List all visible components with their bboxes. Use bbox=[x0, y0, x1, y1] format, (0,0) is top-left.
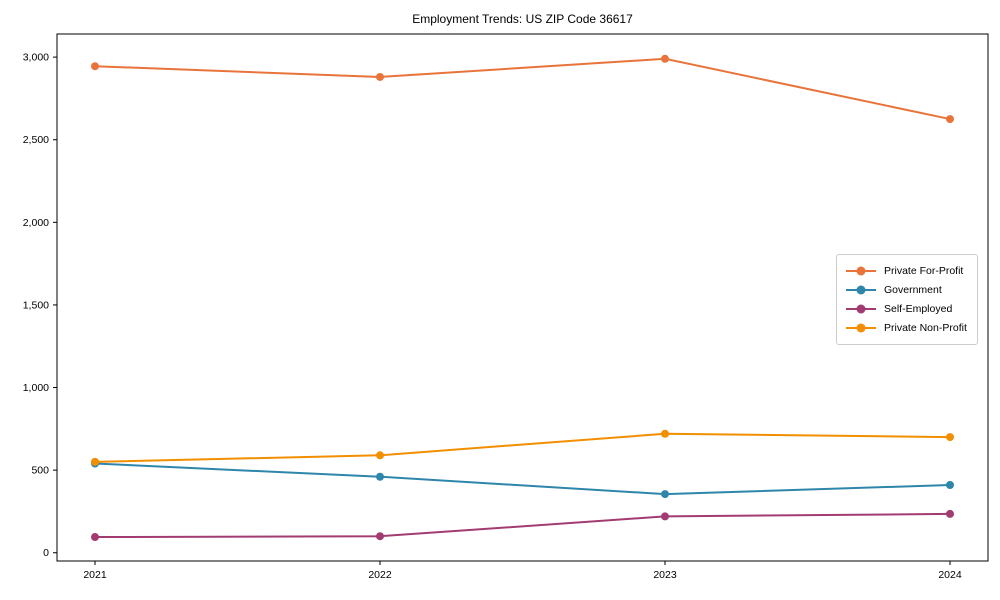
data-point-marker bbox=[376, 532, 384, 541]
legend-line-sample-icon bbox=[846, 285, 876, 295]
x-tick-label: 2022 bbox=[368, 569, 392, 581]
legend-label: Private Non-Profit bbox=[884, 322, 967, 335]
series-line bbox=[94, 57, 951, 121]
y-tick-label: 500 bbox=[31, 465, 49, 477]
chart-title: Employment Trends: US ZIP Code 36617 bbox=[412, 12, 633, 26]
y-tick-label: 3,000 bbox=[23, 52, 49, 64]
series-line bbox=[94, 512, 951, 539]
y-tick-label: 1,000 bbox=[23, 382, 49, 394]
y-tick-label: 0 bbox=[43, 547, 49, 559]
data-point-marker bbox=[661, 54, 669, 63]
y-tick-label: 2,500 bbox=[23, 134, 49, 146]
legend-item: Private Non-Profit bbox=[845, 319, 969, 337]
data-point-marker bbox=[946, 115, 954, 124]
legend-line-sample-icon bbox=[846, 266, 876, 276]
y-tick-label: 1,500 bbox=[23, 299, 49, 311]
plot-frame bbox=[56, 33, 989, 562]
data-point-marker bbox=[91, 62, 99, 71]
series-line bbox=[94, 432, 951, 463]
data-point-marker bbox=[661, 429, 669, 438]
legend-line-sample-icon bbox=[846, 323, 876, 333]
data-point-marker bbox=[376, 451, 384, 460]
legend-line-sample-icon bbox=[846, 304, 876, 314]
data-point-marker bbox=[91, 457, 99, 466]
legend: Private For-Profit Government Self-Employe… bbox=[836, 254, 978, 345]
x-tick-label: 2024 bbox=[938, 569, 962, 581]
series-line bbox=[94, 462, 951, 496]
data-point-marker bbox=[376, 72, 384, 81]
data-point-marker bbox=[946, 481, 954, 490]
x-tick-label: 2021 bbox=[83, 569, 107, 581]
legend-item: Government bbox=[845, 281, 969, 299]
legend-label: Self-Employed bbox=[884, 303, 953, 316]
data-point-marker bbox=[946, 433, 954, 442]
legend-label: Private For-Profit bbox=[884, 264, 964, 277]
x-tick-label: 2023 bbox=[653, 569, 677, 581]
data-point-marker bbox=[946, 509, 954, 518]
legend-item: Self-Employed bbox=[845, 300, 969, 318]
data-point-marker bbox=[661, 490, 669, 499]
legend-label: Government bbox=[884, 283, 942, 296]
y-tick-label: 2,000 bbox=[23, 217, 49, 229]
data-point-marker bbox=[91, 533, 99, 542]
legend-item: Private For-Profit bbox=[845, 262, 969, 280]
data-point-marker bbox=[376, 472, 384, 481]
data-point-marker bbox=[661, 512, 669, 521]
